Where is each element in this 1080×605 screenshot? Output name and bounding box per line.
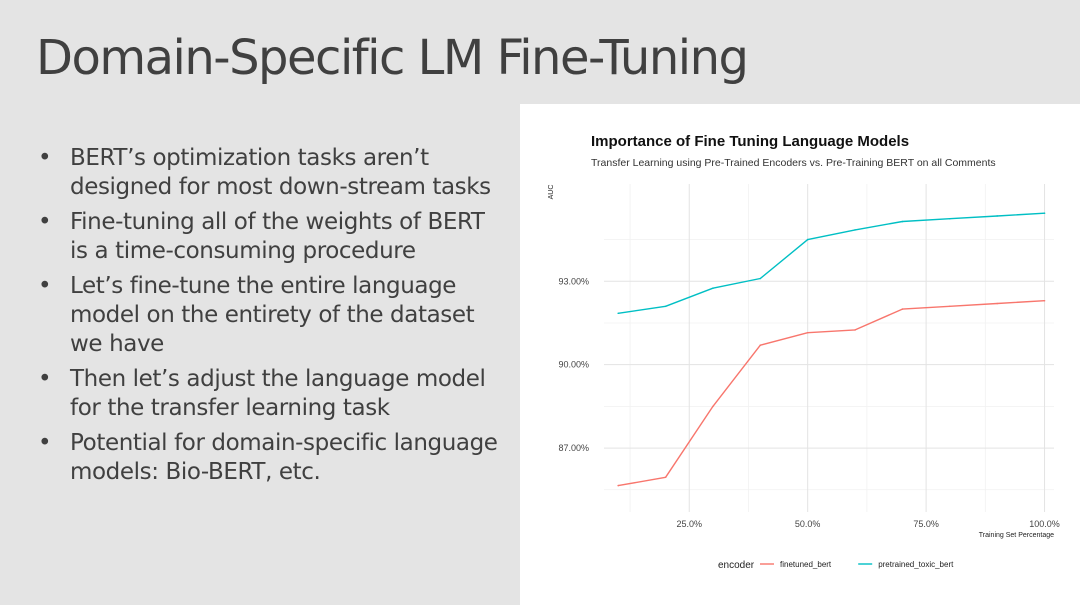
data-point-finetuned_bert	[1043, 299, 1046, 302]
bullet-list: BERT’s optimization tasks aren’t designe…	[38, 144, 508, 493]
y-tick-label: 90.00%	[558, 360, 589, 370]
data-point-pretrained_toxic_bert	[901, 220, 904, 223]
series-line-pretrained_toxic_bert	[618, 212, 1045, 314]
bullet-item: Potential for domain-specific language m…	[38, 429, 508, 487]
bullet-item: BERT’s optimization tasks aren’t designe…	[38, 144, 508, 202]
data-point-finetuned_bert	[996, 302, 998, 305]
x-tick-label: 25.0%	[676, 519, 702, 529]
chart-title: Importance of Fine Tuning Language Model…	[591, 133, 909, 150]
x-tick-label: 100.0%	[1029, 519, 1060, 529]
data-point-pretrained_toxic_bert	[617, 312, 620, 315]
legend: encoder finetuned_bert pretrained_toxic_be…	[718, 560, 954, 571]
data-point-pretrained_toxic_bert	[1043, 212, 1046, 214]
x-tick-label: 50.0%	[795, 519, 821, 529]
bullet-item: Then let’s adjust the language model for…	[38, 365, 508, 423]
data-point-finetuned_bert	[901, 308, 904, 310]
data-point-pretrained_toxic_bert	[806, 238, 809, 241]
data-point-finetuned_bert	[854, 329, 856, 331]
data-point-pretrained_toxic_bert	[996, 215, 998, 217]
slide-title: Domain-Specific LM Fine-Tuning	[36, 30, 749, 86]
bullet-item: Fine-tuning all of the weights of BERT i…	[38, 208, 508, 266]
y-tick-label: 93.00%	[558, 276, 589, 286]
data-point-finetuned_bert	[617, 484, 620, 487]
y-tick-label: 87.00%	[558, 443, 589, 453]
data-point-pretrained_toxic_bert	[948, 217, 951, 220]
data-point-finetuned_bert	[759, 344, 762, 347]
legend-label: pretrained_toxic_bert	[878, 560, 954, 569]
x-axis-label: Training Set Percentage	[979, 532, 1054, 539]
chart-subtitle: Transfer Learning using Pre-Trained Enco…	[591, 157, 996, 169]
data-point-finetuned_bert	[806, 331, 809, 334]
data-point-pretrained_toxic_bert	[664, 305, 667, 308]
chart-panel: Importance of Fine Tuning Language Model…	[520, 104, 1080, 605]
data-point-finetuned_bert	[948, 305, 951, 308]
data-point-finetuned_bert	[712, 405, 714, 408]
x-tick-label: 75.0%	[913, 519, 939, 529]
data-point-finetuned_bert	[664, 476, 667, 479]
legend-title: encoder	[718, 560, 755, 571]
line-chart: Importance of Fine Tuning Language Model…	[548, 133, 1060, 571]
bullet-item: Let’s fine-tune the entire language mode…	[38, 272, 508, 359]
data-point-pretrained_toxic_bert	[712, 287, 714, 290]
data-point-pretrained_toxic_bert	[759, 277, 762, 280]
series-line-finetuned_bert	[618, 300, 1045, 487]
data-point-pretrained_toxic_bert	[854, 229, 856, 231]
y-axis-label: AUC	[548, 185, 555, 200]
legend-label: finetuned_bert	[780, 560, 832, 569]
